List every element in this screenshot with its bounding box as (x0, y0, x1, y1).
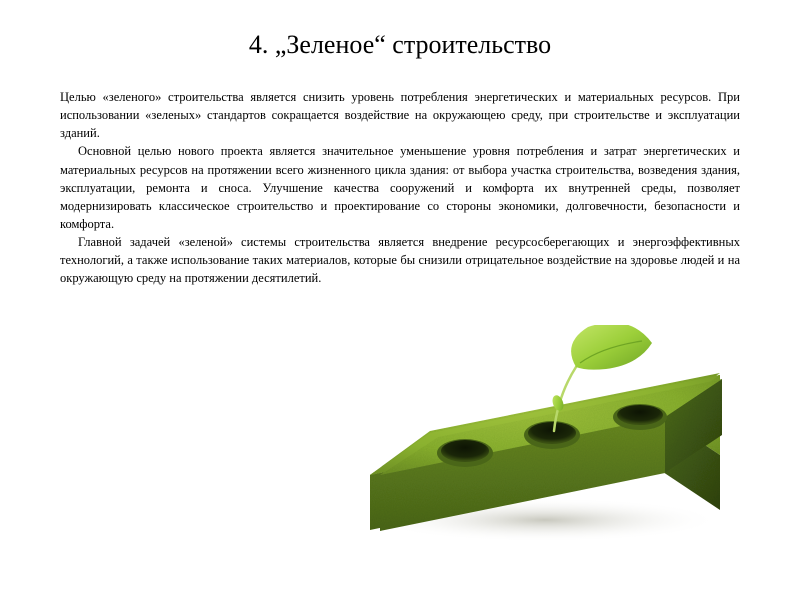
paragraph-3: Главной задачей «зеленой» системы строит… (60, 233, 740, 287)
slide: 4. „Зеленое“ строительство Целью «зелено… (0, 0, 800, 600)
body-text: Целью «зеленого» строительства является … (60, 88, 740, 287)
brick-svg (330, 325, 730, 545)
paragraph-2: Основной целью нового проекта является з… (60, 142, 740, 233)
slide-title: 4. „Зеленое“ строительство (60, 30, 740, 60)
paragraph-1: Целью «зеленого» строительства является … (60, 88, 740, 142)
brick-illustration (330, 325, 730, 545)
